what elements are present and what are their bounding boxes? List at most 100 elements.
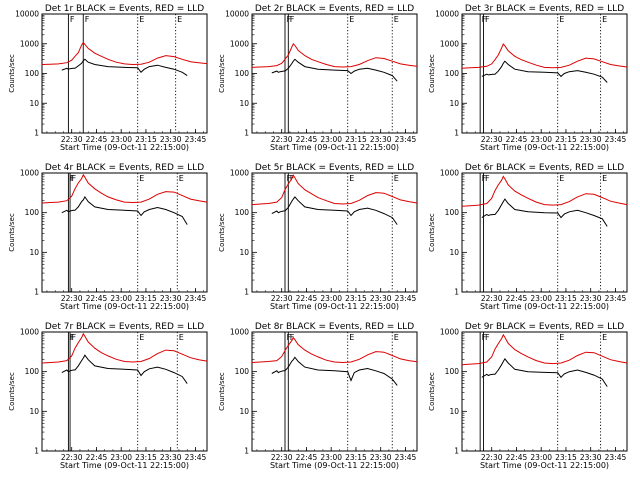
marker-label-E: E [139, 333, 144, 342]
x-tick-label: 23:45 [605, 294, 627, 303]
x-tick-label: 23:15 [555, 135, 577, 144]
series-line-black [61, 195, 188, 225]
chart-title: Det 7r BLACK = Events, RED = LLD [45, 322, 204, 332]
chart-panel-1: Det 1r BLACK = Events, RED = LLD 1 10 100 10… [8, 4, 208, 152]
x-axis-label: Start Time (09-Oct-11 22:15:00) [60, 302, 189, 311]
x-tick-label: 22:45 [86, 453, 108, 462]
x-tick-label: 22:45 [86, 294, 108, 303]
chart-title: Det 9r BLACK = Events, RED = LLD [465, 322, 624, 332]
series-line-red [41, 41, 208, 66]
x-tick-label: 23:45 [395, 135, 417, 144]
y-tick-label: 1000 [440, 169, 459, 178]
marker-label-E: E [559, 174, 564, 183]
series-line-red [461, 43, 628, 69]
x-tick-label: 23:00 [530, 294, 552, 303]
y-tick-label: 1 [454, 129, 459, 138]
x-tick-label: 23:45 [185, 453, 207, 462]
marker-label-E: E [394, 333, 399, 342]
marker-label-E: E [602, 333, 607, 342]
marker-label-E: E [602, 15, 607, 24]
marker-label-F: F [72, 333, 77, 342]
marker-label-E: E [559, 15, 564, 24]
marker-label-E: E [139, 174, 144, 183]
y-tick-label: 100 [445, 208, 460, 217]
y-axis-label: Counts/sec [8, 372, 16, 411]
marker-label-F: F [70, 333, 75, 342]
y-tick-label: 10 [239, 248, 249, 257]
x-tick-label: 22:30 [61, 294, 83, 303]
series-line-red [461, 175, 628, 207]
x-tick-label: 22:30 [61, 135, 83, 144]
marker-label-E: E [139, 15, 144, 24]
chart-title: Det 6r BLACK = Events, RED = LLD [465, 163, 624, 173]
x-tick-label: 23:00 [110, 294, 132, 303]
y-tick-label: 1 [244, 288, 249, 297]
chart-panel-7: Det 7r BLACK = Events, RED = LLD 1 10 100 10… [8, 322, 208, 470]
marker-label-E: E [349, 333, 354, 342]
x-tick-label: 22:45 [506, 453, 528, 462]
marker-label-F: F [70, 174, 75, 183]
y-tick-label: 10 [239, 407, 249, 416]
series-line-black [271, 196, 398, 225]
x-tick-label: 23:15 [555, 453, 577, 462]
y-tick-label: 100 [25, 69, 40, 78]
chart-title: Det 8r BLACK = Events, RED = LLD [255, 322, 414, 332]
y-tick-label: 10 [29, 248, 39, 257]
x-tick-label: 23:45 [605, 453, 627, 462]
marker-label-F: F [482, 174, 487, 183]
x-tick-label: 23:30 [580, 135, 602, 144]
x-tick-label: 23:30 [160, 294, 182, 303]
plot-frame [461, 172, 628, 293]
marker-label-E: E [179, 174, 184, 183]
x-tick-label: 23:00 [110, 135, 132, 144]
x-tick-label: 23:15 [135, 294, 157, 303]
marker-label-E: E [349, 15, 354, 24]
plot-frame [41, 172, 208, 293]
x-axis-label: Start Time (09-Oct-11 22:15:00) [60, 143, 189, 152]
y-axis-label: Counts/sec [428, 213, 436, 252]
marker-label-F: F [482, 15, 487, 24]
x-tick-label: 22:45 [506, 294, 528, 303]
x-tick-label: 22:30 [481, 135, 503, 144]
plot-frame [251, 13, 418, 134]
y-tick-label: 1 [34, 288, 39, 297]
y-tick-label: 10000 [15, 10, 39, 19]
marker-label-F: F [287, 333, 292, 342]
x-tick-label: 23:30 [580, 294, 602, 303]
y-tick-label: 1 [244, 129, 249, 138]
x-tick-label: 23:15 [135, 453, 157, 462]
series-line-black [61, 354, 188, 384]
series-line-black [481, 60, 608, 83]
x-tick-label: 23:15 [555, 294, 577, 303]
chart-title: Det 1r BLACK = Events, RED = LLD [45, 4, 204, 14]
x-tick-label: 23:15 [345, 453, 367, 462]
x-tick-label: 22:45 [296, 135, 318, 144]
marker-label-F: F [485, 174, 490, 183]
x-tick-label: 22:30 [271, 453, 293, 462]
y-axis-label: Counts/sec [218, 54, 226, 93]
series-line-black [61, 58, 188, 77]
x-tick-label: 23:15 [135, 135, 157, 144]
marker-label-F: F [70, 15, 75, 24]
y-tick-label: 10 [29, 407, 39, 416]
y-axis-label: Counts/sec [428, 54, 436, 93]
chart-title: Det 4r BLACK = Events, RED = LLD [45, 163, 204, 173]
y-tick-label: 100 [25, 208, 40, 217]
marker-label-E: E [394, 174, 399, 183]
x-axis-label: Start Time (09-Oct-11 22:15:00) [480, 302, 609, 311]
series-line-red [251, 42, 418, 68]
y-axis-label: Counts/sec [8, 54, 16, 93]
x-tick-label: 22:45 [506, 135, 528, 144]
marker-label-E: E [394, 15, 399, 24]
y-tick-label: 1 [34, 129, 39, 138]
x-tick-label: 23:45 [605, 135, 627, 144]
marker-label-E: E [559, 333, 564, 342]
series-line-red [41, 173, 208, 204]
x-tick-label: 22:45 [296, 453, 318, 462]
plot-frame [251, 172, 418, 293]
x-tick-label: 23:30 [370, 453, 392, 462]
chart-title: Det 2r BLACK = Events, RED = LLD [255, 4, 414, 14]
y-tick-label: 1000 [230, 328, 249, 337]
marker-label-F: F [85, 15, 90, 24]
